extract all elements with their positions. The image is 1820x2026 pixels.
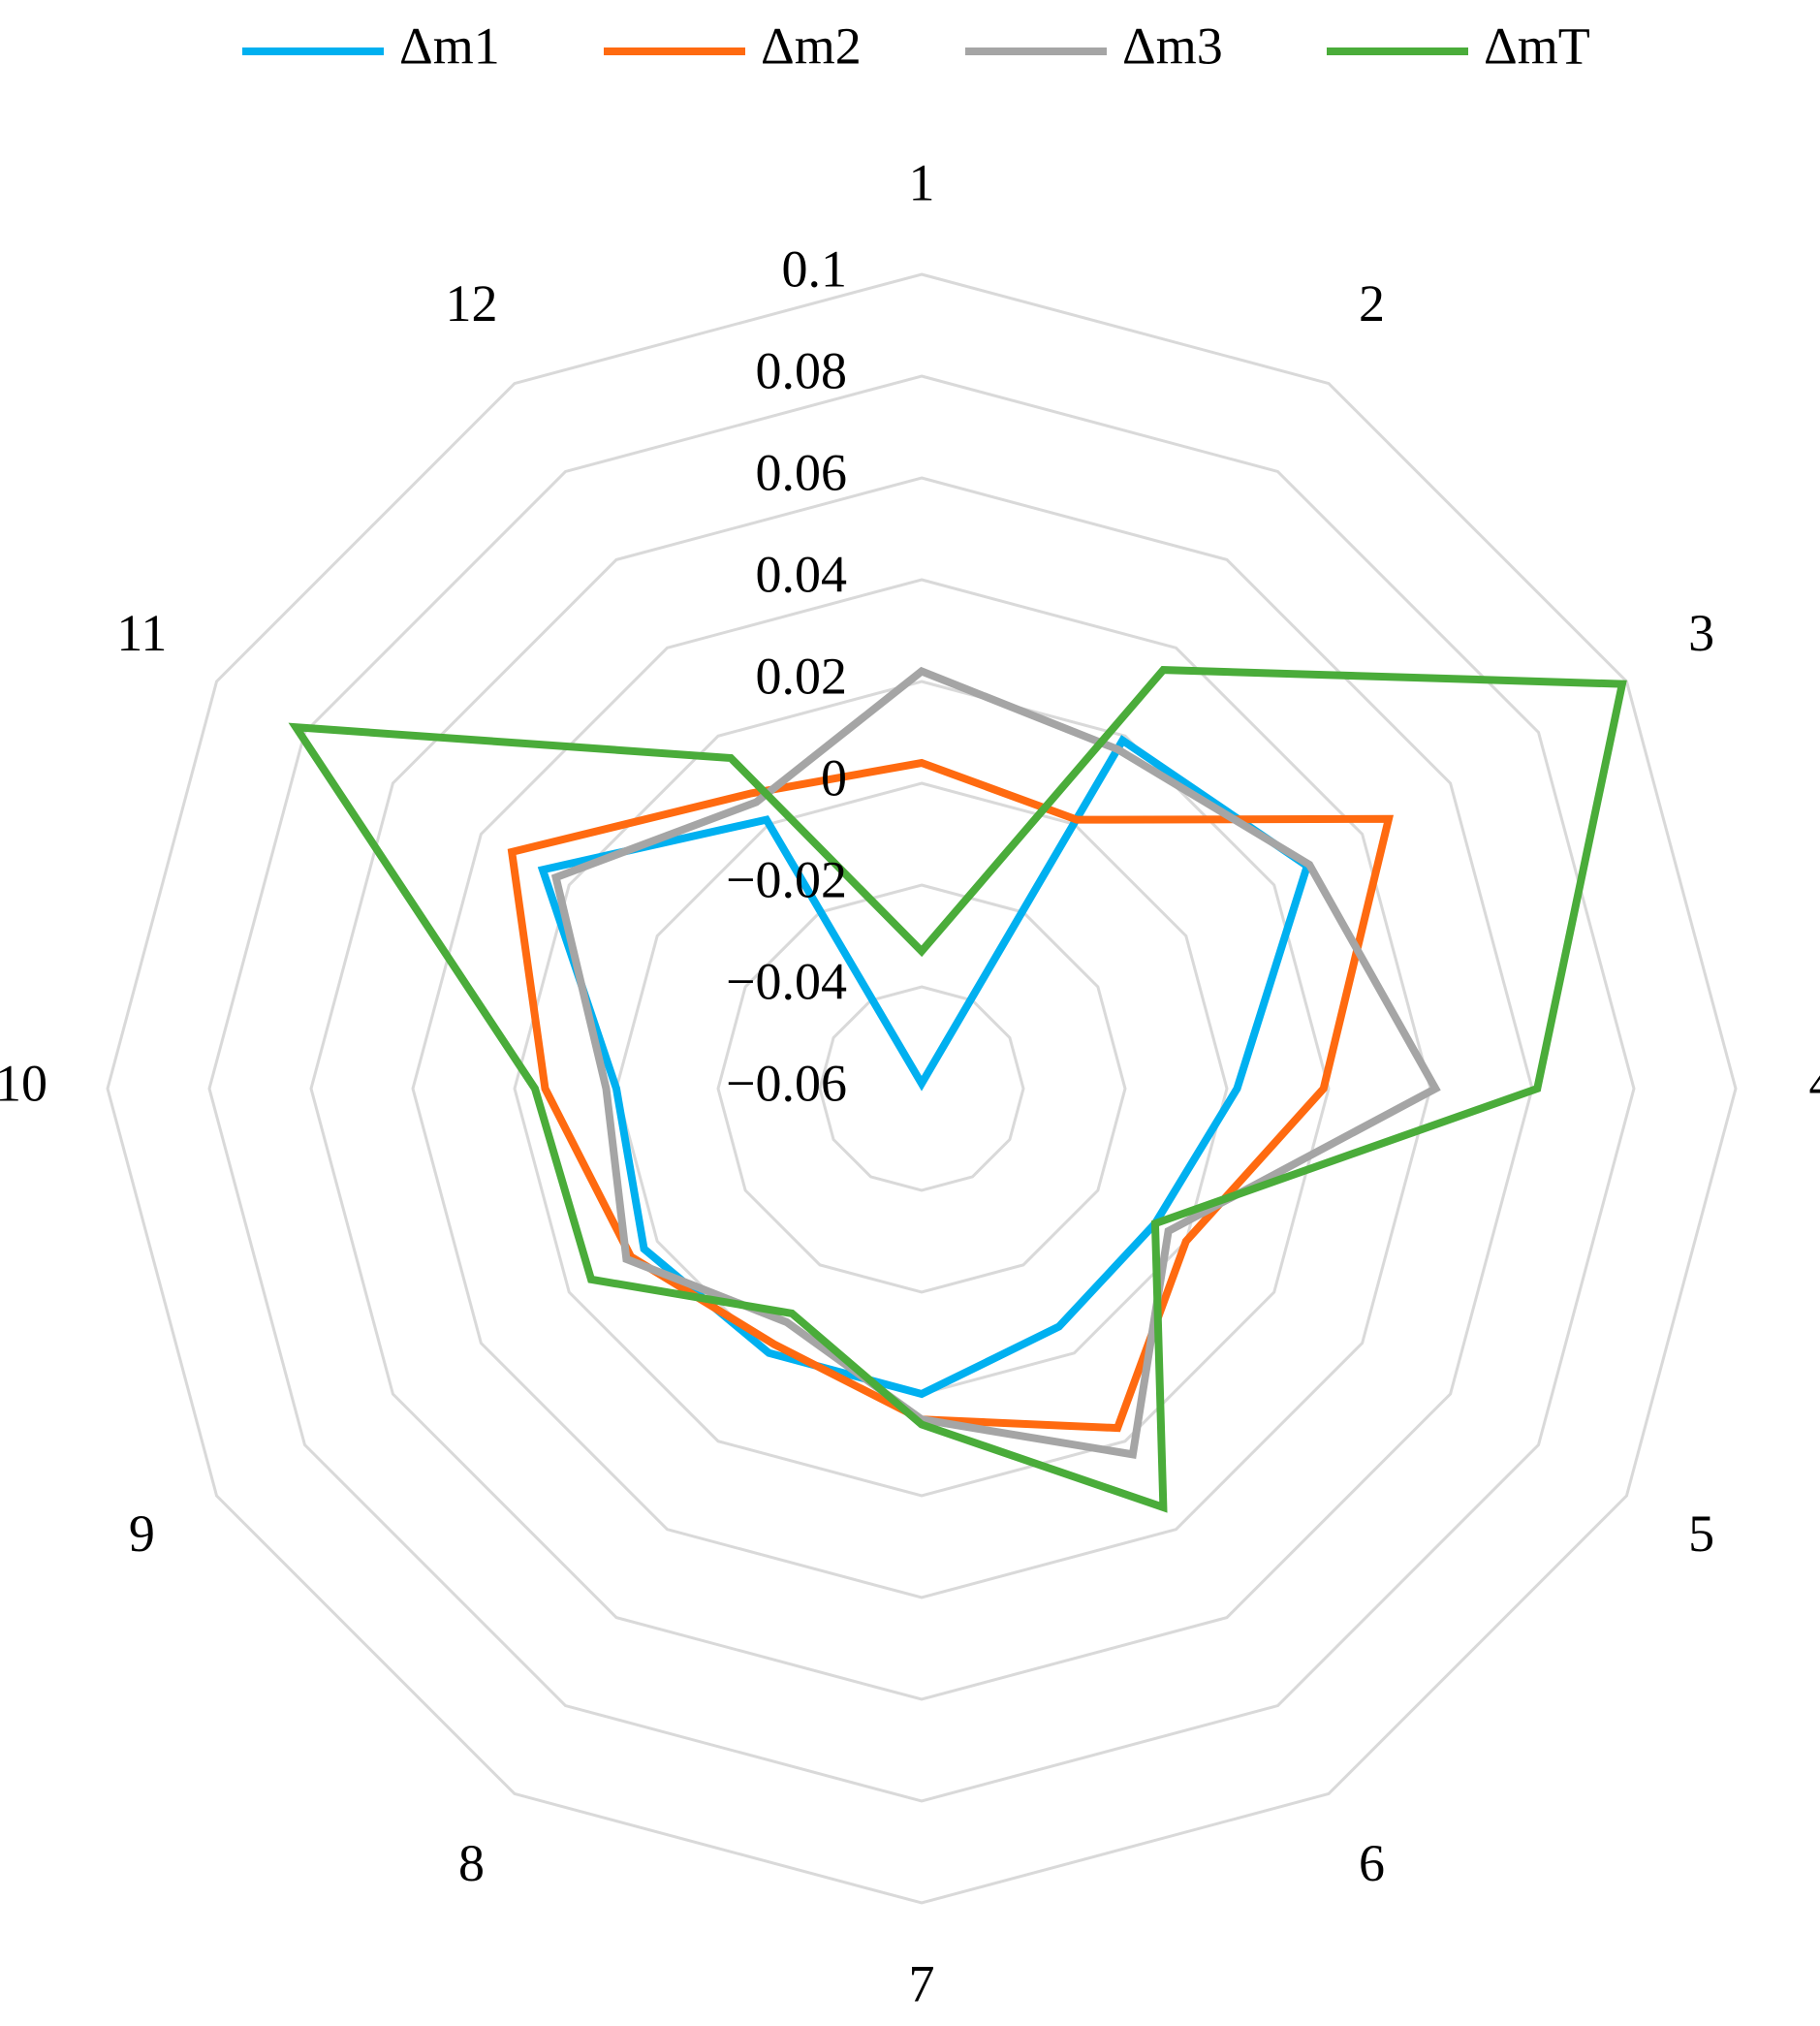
- series-line: [288, 666, 1627, 1513]
- grid-ring: [818, 985, 1025, 1192]
- grid-ring: [207, 374, 1636, 1803]
- category-label: 6: [1359, 1834, 1385, 1892]
- legend-label: Δm3: [1122, 16, 1223, 75]
- category-label: 9: [129, 1504, 155, 1563]
- grid-ring: [411, 578, 1432, 1599]
- legend-label: Δm1: [399, 16, 500, 75]
- y-tick-label: −0.06: [726, 1054, 847, 1112]
- category-label: 3: [1688, 604, 1714, 662]
- category-label: 12: [445, 274, 497, 332]
- y-tick-label: 0: [821, 748, 847, 807]
- grid-ring: [309, 476, 1534, 1701]
- legend-label: ΔmT: [1484, 16, 1590, 75]
- series-line: [507, 758, 1395, 1433]
- y-tick-label: 0.1: [782, 239, 848, 298]
- category-label: 4: [1809, 1054, 1820, 1112]
- y-tick-label: −0.04: [726, 952, 847, 1010]
- category-label: 11: [116, 604, 167, 662]
- y-tick-label: 0.08: [756, 341, 848, 399]
- grid-ring: [716, 883, 1127, 1294]
- y-tick-label: 0.04: [756, 545, 848, 603]
- y-tick-label: −0.02: [726, 850, 847, 908]
- category-label: 5: [1688, 1504, 1714, 1563]
- grid-ring: [513, 680, 1331, 1498]
- legend-label: Δm2: [761, 16, 862, 75]
- y-tick-label: 0.06: [756, 443, 848, 501]
- category-label: 8: [458, 1834, 485, 1892]
- category-label: 7: [909, 1954, 935, 2012]
- category-label: 2: [1359, 274, 1385, 332]
- category-label: 10: [0, 1054, 47, 1112]
- category-label: 1: [909, 153, 935, 211]
- y-tick-label: 0.02: [756, 647, 848, 705]
